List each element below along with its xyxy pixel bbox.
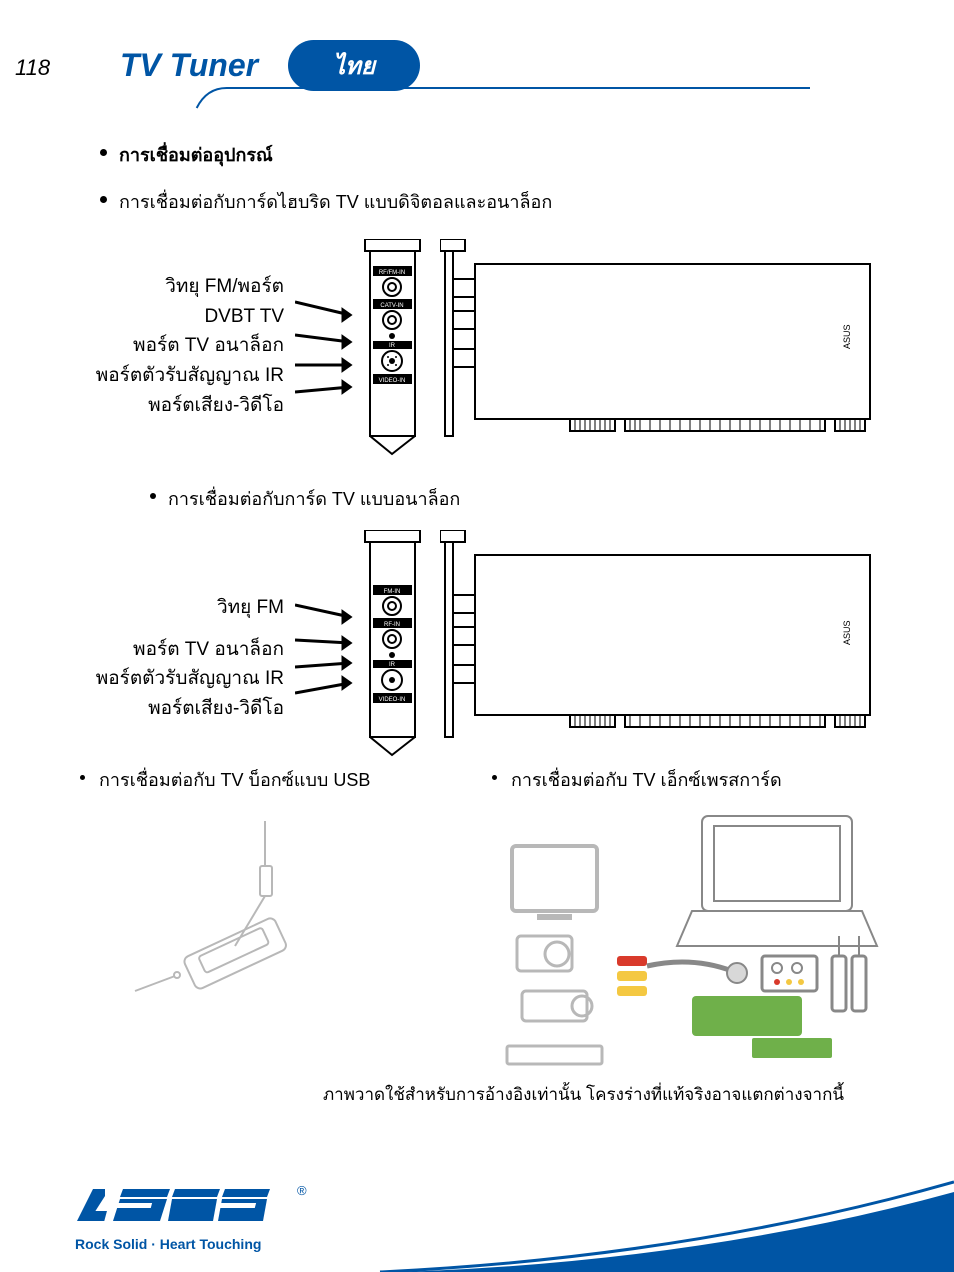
d2-card-side: ASUS xyxy=(440,530,880,760)
express-illustration xyxy=(492,806,882,1066)
title-row: TV Tuner ไทย xyxy=(60,0,954,91)
d1-bracket-front: RF/FM-IN CATV-IN IR VIDEO-IN xyxy=(355,239,430,459)
d1-pointers xyxy=(295,272,360,422)
svg-text:VIDEO-IN: VIDEO-IN xyxy=(379,697,406,703)
col-usb: การเชื่อมต่อกับ TV บ็อกซ์แบบ USB xyxy=(80,765,482,1066)
page-footer: ® Rock Solid · Heart Touching xyxy=(0,1162,954,1272)
bullet-2: การเชื่อมต่อกับการ์ดไฮบริด TV แบบดิจิตอล… xyxy=(100,187,894,216)
svg-text:IR: IR xyxy=(389,343,396,349)
d1-label-3: พอร์ตตัวรับสัญญาณ IR xyxy=(96,363,284,389)
diagram-hybrid-card: วิทยุ FM/พอร์ต DVBT TV พอร์ต TV อนาล็อก … xyxy=(100,234,894,464)
two-column-row: การเชื่อมต่อกับ TV บ็อกซ์แบบ USB xyxy=(80,765,894,1066)
d2-bracket-front: FM-IN RF-IN IR VIDEO-IN xyxy=(355,530,430,760)
bullet-dot-icon xyxy=(80,775,85,780)
diagram-analog-card: วิทยุ FM พอร์ต TV อนาล็อก พอร์ตตัวรับสัญ… xyxy=(100,525,894,755)
page-number: 118 xyxy=(15,55,50,81)
svg-text:IR: IR xyxy=(389,662,396,668)
diagram1-labels: วิทยุ FM/พอร์ต DVBT TV พอร์ต TV อนาล็อก … xyxy=(96,274,284,422)
d1-label-4: พอร์ตเสียง-วิดีโอ xyxy=(96,393,284,419)
col-left-text: การเชื่อมต่อกับ TV บ็อกซ์แบบ USB xyxy=(99,765,370,794)
bullet-dot-icon xyxy=(150,493,156,499)
bullet-1-text: การเชื่อมต่ออุปกรณ์ xyxy=(119,140,273,169)
header-curve xyxy=(60,88,954,108)
diagram2-labels: วิทยุ FM พอร์ต TV อนาล็อก พอร์ตตัวรับสัญ… xyxy=(96,595,284,726)
brand-tagline: Rock Solid · Heart Touching xyxy=(75,1236,310,1252)
language-pill: ไทย xyxy=(288,40,420,91)
col-express: การเชื่อมต่อกับ TV เอ็กซ์เพรสการ์ด xyxy=(492,765,894,1066)
col-right-head: การเชื่อมต่อกับ TV เอ็กซ์เพรสการ์ด xyxy=(492,765,894,794)
content-area: การเชื่อมต่ออุปกรณ์ การเชื่อมต่อกับการ์ด… xyxy=(0,100,954,1108)
sub-bullet-1: การเชื่อมต่อกับการ์ด TV แบบอนาล็อก xyxy=(150,484,894,513)
svg-text:RF-IN: RF-IN xyxy=(384,622,400,628)
d2-label-1: วิทยุ FM xyxy=(96,595,284,621)
svg-text:RF/FM-IN: RF/FM-IN xyxy=(379,270,405,276)
d1-card-side: ASUS xyxy=(440,239,880,459)
bullet-1: การเชื่อมต่ออุปกรณ์ xyxy=(100,140,894,169)
col-left-head: การเชื่อมต่อกับ TV บ็อกซ์แบบ USB xyxy=(80,765,482,794)
d1-label-1a: วิทยุ FM/พอร์ต xyxy=(96,274,284,300)
bullet-2-text: การเชื่อมต่อกับการ์ดไฮบริด TV แบบดิจิตอล… xyxy=(119,187,552,216)
svg-text:CATV-IN: CATV-IN xyxy=(380,303,403,309)
page-header: 118 TV Tuner ไทย xyxy=(60,0,954,100)
svg-text:VIDEO-IN: VIDEO-IN xyxy=(379,378,406,384)
svg-text:ASUS: ASUS xyxy=(842,324,852,349)
d2-label-4: พอร์ตเสียง-วิดีโอ xyxy=(96,696,284,722)
bullet-dot-icon xyxy=(492,775,497,780)
brand-logo: ® Rock Solid · Heart Touching xyxy=(75,1181,310,1252)
d2-pointers xyxy=(295,585,360,725)
bullet-dot-icon xyxy=(100,196,107,203)
d1-label-2: พอร์ต TV อนาล็อก xyxy=(96,333,284,359)
d2-label-3: พอร์ตตัวรับสัญญาณ IR xyxy=(96,666,284,692)
svg-text:®: ® xyxy=(297,1183,307,1198)
col-right-text: การเชื่อมต่อกับ TV เอ็กซ์เพรสการ์ด xyxy=(511,765,782,794)
page-title: TV Tuner xyxy=(120,47,258,84)
usb-illustration xyxy=(100,806,400,1006)
sub-bullet-1-text: การเชื่อมต่อกับการ์ด TV แบบอนาล็อก xyxy=(168,484,460,513)
svg-text:ASUS: ASUS xyxy=(842,620,852,645)
svg-text:FM-IN: FM-IN xyxy=(384,589,401,595)
disclaimer-text: ภาพวาดใช้สำหรับการอ้างอิงเท่านั้น โครงร่… xyxy=(100,1081,894,1108)
bullet-dot-icon xyxy=(100,149,107,156)
d2-label-2: พอร์ต TV อนาล็อก xyxy=(96,637,284,663)
d1-label-1b: DVBT TV xyxy=(96,304,284,330)
